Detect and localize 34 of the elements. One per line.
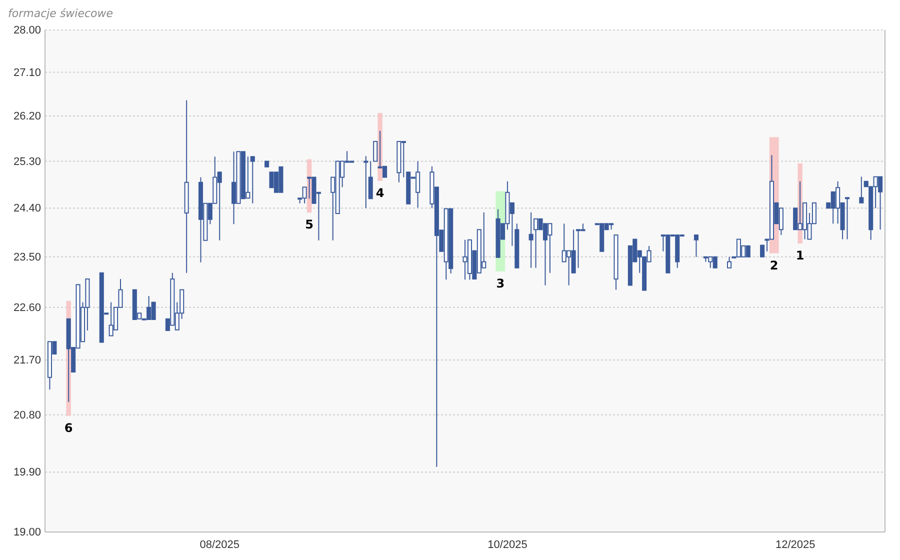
candlestick	[694, 234, 699, 258]
candlestick	[368, 160, 373, 200]
y-tick-label: 21.70	[13, 354, 41, 367]
x-tick-label: 12/2025	[775, 538, 816, 551]
band-label: 2	[770, 258, 778, 272]
candlestick	[514, 223, 520, 268]
candlestick	[844, 197, 850, 240]
candlestick	[264, 160, 270, 168]
y-tick-label: 23.50	[13, 251, 41, 264]
y-tick-label: 19.00	[13, 526, 41, 539]
y-tick-label: 27.10	[13, 66, 41, 79]
band-label: 3	[496, 276, 505, 290]
candlestick	[250, 156, 255, 204]
candlestick	[364, 156, 368, 209]
candlestick	[760, 244, 765, 258]
y-tick-label: 20.80	[13, 409, 41, 422]
y-tick-label: 26.20	[13, 110, 41, 123]
x-tick-label: 08/2025	[200, 538, 240, 551]
y-tick-label: 19.90	[13, 466, 41, 479]
band-label: 6	[64, 420, 73, 435]
candlestick	[373, 140, 378, 162]
y-tick-label: 22.60	[13, 302, 41, 314]
band-label: 5	[305, 218, 314, 232]
y-tick-label: 25.30	[13, 156, 41, 168]
chart-subtitle: formacje świecowe	[8, 7, 114, 20]
y-tick-label: 24.40	[13, 202, 41, 215]
candlestick	[184, 100, 189, 274]
band-label: 1	[796, 248, 804, 263]
band-label: 4	[376, 186, 384, 200]
candlestick	[859, 176, 864, 204]
y-tick-label: 28.00	[13, 24, 41, 37]
candlestick	[528, 212, 534, 268]
x-tick-label: 10/2025	[488, 538, 528, 551]
candlestick	[614, 234, 618, 290]
